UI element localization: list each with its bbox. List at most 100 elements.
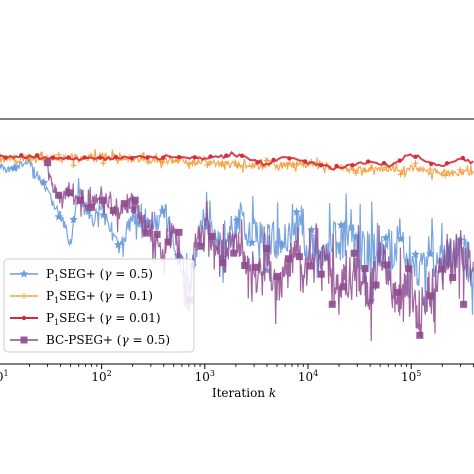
marker-p1seg_001 — [34, 153, 40, 158]
marker-p1seg_01 — [100, 160, 107, 167]
marker-p1seg_01 — [219, 159, 226, 166]
marker-bcpseg — [219, 259, 227, 267]
legend-label: P1SEG+ (γ = 0.1) — [46, 289, 153, 305]
marker-p1seg_001 — [224, 153, 229, 158]
marker-bcpseg — [405, 265, 413, 273]
marker-p1seg_05 — [99, 210, 108, 219]
legend-entry-bcpseg: BC-PSEG+ (γ = 0.5) — [10, 333, 170, 347]
marker-bcpseg — [142, 229, 150, 237]
marker-p1seg_01 — [21, 293, 27, 299]
marker-bcpseg — [87, 203, 95, 211]
marker-p1seg_001 — [287, 156, 292, 161]
marker-p1seg_001 — [192, 155, 197, 160]
marker-bcpseg — [109, 207, 117, 215]
legend-entry-p1seg_001: P1SEG+ (γ = 0.01) — [10, 311, 161, 327]
marker-p1seg_01 — [55, 151, 62, 158]
x-tick-label: 103 — [195, 369, 215, 384]
marker-p1seg_001 — [176, 154, 182, 160]
marker-p1seg_01 — [204, 162, 211, 169]
marker-p1seg_001 — [3, 155, 8, 160]
marker-bcpseg — [230, 249, 238, 257]
x-tick-label: 101 — [0, 369, 9, 384]
marker-p1seg_05 — [9, 163, 19, 172]
marker-bcpseg — [306, 262, 314, 270]
marker-p1seg_01 — [189, 160, 196, 167]
marker-p1seg_001 — [21, 315, 27, 321]
marker-p1seg_05 — [113, 240, 123, 249]
marker-p1seg_01 — [353, 170, 360, 177]
marker-p1seg_05 — [39, 178, 49, 187]
marker-bcpseg — [164, 238, 172, 246]
marker-bcpseg — [339, 283, 347, 291]
marker-p1seg_001 — [460, 155, 466, 161]
x-axis-ticks: 101 102 103 104 105 — [0, 364, 474, 384]
marker-bcpseg — [98, 196, 106, 204]
marker-bcpseg — [120, 200, 128, 208]
marker-p1seg_01 — [397, 171, 404, 178]
marker-p1seg_001 — [82, 155, 87, 160]
marker-bcpseg — [131, 196, 139, 204]
marker-bcpseg — [263, 245, 271, 253]
marker-p1seg_001 — [429, 161, 434, 166]
marker-p1seg_001 — [366, 159, 371, 164]
legend-label: BC-PSEG+ (γ = 0.5) — [46, 333, 170, 347]
legend-box — [3, 258, 195, 353]
marker-bcpseg — [208, 232, 216, 240]
plot-area — [0, 149, 474, 342]
x-axis-label: Iteration k — [212, 386, 276, 400]
series-p1seg_001 — [0, 150, 474, 171]
marker-p1seg_001 — [66, 155, 71, 160]
marker-bcpseg — [383, 261, 391, 269]
marker-bcpseg — [153, 230, 161, 238]
axes-frame — [0, 118, 474, 365]
marker-p1seg_01 — [263, 157, 270, 164]
marker-bcpseg — [449, 274, 457, 282]
marker-p1seg_01 — [457, 166, 464, 173]
marker-p1seg_001 — [255, 160, 261, 165]
marker-p1seg_001 — [19, 153, 24, 158]
marker-p1seg_05 — [381, 233, 391, 242]
marker-bcpseg — [394, 288, 402, 296]
series-line-bcpseg — [47, 162, 474, 342]
marker-p1seg_05 — [292, 207, 301, 216]
legend-entry-p1seg_01: P1SEG+ (γ = 0.1) — [10, 289, 153, 305]
marker-p1seg_05 — [411, 249, 420, 258]
marker-p1seg_001 — [444, 161, 450, 166]
marker-bcpseg — [328, 300, 336, 308]
marker-bcpseg — [252, 263, 260, 271]
marker-bcpseg — [20, 336, 28, 344]
series-bcpseg — [44, 159, 474, 342]
marker-bcpseg — [460, 300, 468, 308]
marker-p1seg_001 — [239, 153, 245, 158]
marker-p1seg_01 — [248, 163, 255, 170]
marker-p1seg_01 — [442, 172, 449, 179]
marker-p1seg_05 — [54, 212, 63, 221]
legend: P1SEG+ (γ = 0.5) P1SEG+ (γ = 0.1) P1SEG+ (… — [3, 258, 195, 353]
legend-label: P1SEG+ (γ = 0.5) — [46, 267, 153, 283]
marker-p1seg_001 — [302, 159, 308, 164]
marker-p1seg_01 — [159, 159, 166, 166]
series-p1seg_01 — [0, 149, 474, 180]
marker-bcpseg — [44, 159, 52, 167]
marker-bcpseg — [295, 253, 303, 261]
marker-p1seg_01 — [70, 162, 77, 169]
marker-p1seg_001 — [208, 154, 213, 159]
marker-p1seg_001 — [271, 157, 276, 163]
marker-p1seg_001 — [161, 155, 166, 160]
marker-p1seg_001 — [97, 155, 103, 160]
marker-bcpseg — [197, 242, 205, 250]
marker-bcpseg — [372, 281, 380, 289]
marker-p1seg_05 — [247, 238, 257, 247]
series-line-p1seg_001 — [0, 150, 474, 171]
marker-p1seg_01 — [234, 162, 241, 169]
marker-p1seg_001 — [145, 155, 150, 160]
marker-bcpseg — [427, 292, 435, 300]
marker-p1seg_001 — [129, 155, 134, 161]
marker-bcpseg — [274, 272, 282, 280]
marker-bcpseg — [76, 196, 84, 204]
marker-p1seg_05 — [336, 220, 346, 229]
marker-p1seg_001 — [113, 155, 119, 160]
marker-p1seg_01 — [293, 161, 300, 168]
marker-p1seg_001 — [381, 161, 387, 166]
